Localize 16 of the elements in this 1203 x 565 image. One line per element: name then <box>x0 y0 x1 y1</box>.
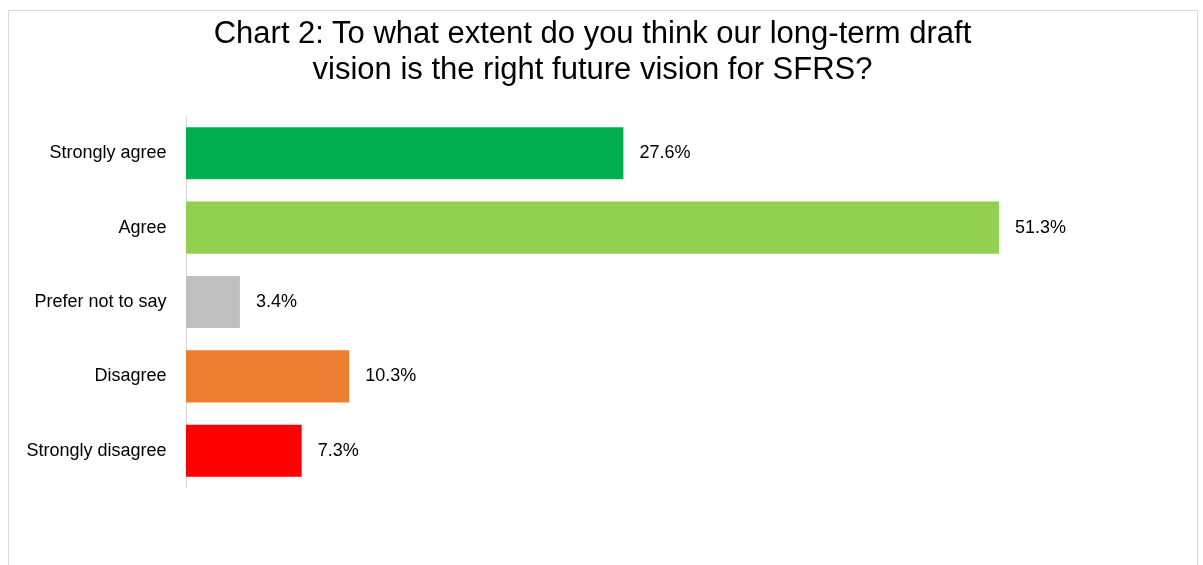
bar <box>186 275 240 329</box>
y-tick-label: Prefer not to say <box>34 291 167 311</box>
data-label: 7.3% <box>317 439 359 460</box>
y-tick-label: Strongly disagree <box>26 439 167 460</box>
data-label: 3.4% <box>255 291 297 311</box>
bar <box>186 127 624 180</box>
bar <box>186 424 302 477</box>
data-label: 10.3% <box>365 365 417 386</box>
y-tick-label: Disagree <box>94 365 167 386</box>
data-label: 27.6% <box>639 142 691 163</box>
bar <box>186 201 999 254</box>
bar <box>186 350 350 403</box>
y-tick-label: Strongly agree <box>49 142 167 163</box>
chart-title: Chart 2: To what extent do you think our long-term draft vision is the right future vision for SFRS? <box>213 15 972 86</box>
data-label: 51.3% <box>1015 216 1067 237</box>
y-tick-label: Agree <box>118 216 167 237</box>
